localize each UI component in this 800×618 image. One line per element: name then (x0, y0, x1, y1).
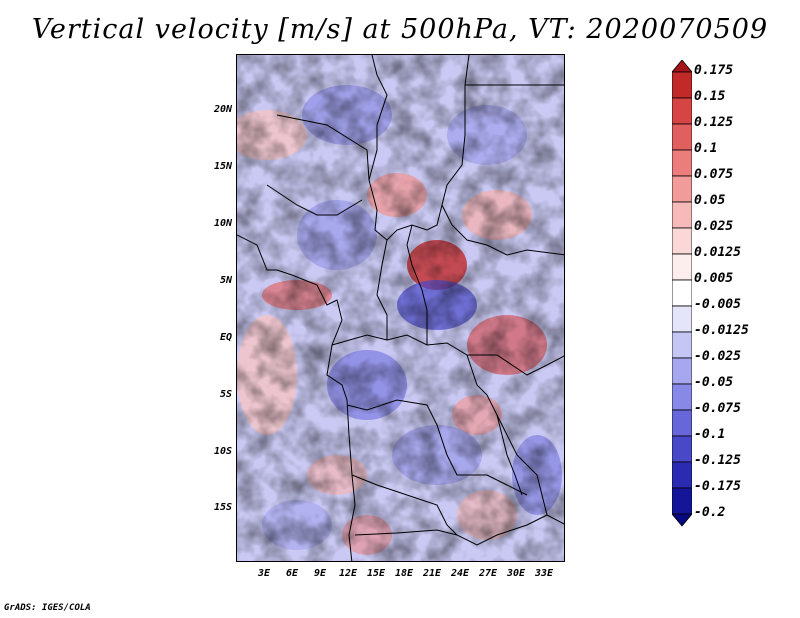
colorbar-segment (672, 123, 692, 151)
colorbar-tick-label: -0.005 (694, 297, 741, 312)
lat-tick-label: 5S (219, 389, 232, 400)
lon-tick-label: 12E (338, 568, 358, 579)
colorbar-tick-label: 0.075 (694, 167, 734, 182)
colorbar-segment (672, 331, 692, 359)
velocity-field (237, 55, 564, 561)
colorbar-tick-label: 0.15 (694, 89, 726, 104)
map-plot-area (236, 54, 565, 562)
chart-title: Vertical velocity [m/s] at 500hPa, VT: 2… (31, 14, 769, 45)
colorbar-tick-label: -0.075 (694, 401, 741, 416)
colorbar-segment (672, 435, 692, 463)
lon-tick-label: 33E (534, 568, 554, 579)
lon-tick-label: 9E (313, 568, 327, 579)
lat-tick-label: 15S (213, 502, 232, 513)
colorbar-segment (672, 97, 692, 125)
colorbar-tick-label: -0.1 (694, 427, 726, 442)
colorbar-tick-label: -0.025 (694, 349, 741, 364)
colorbar-tick-label: 0.005 (694, 271, 734, 286)
colorbar-segment (672, 227, 692, 255)
colorbar-segment (672, 149, 692, 177)
lon-tick-label: 30E (506, 568, 526, 579)
colorbar-segment (672, 409, 692, 437)
colorbar-tick-label: 0.025 (694, 219, 734, 234)
lon-tick-label: 21E (422, 568, 442, 579)
lon-tick-label: 6E (285, 568, 299, 579)
colorbar-segment (672, 279, 692, 307)
grads-credit: GrADS: IGES/COLA (4, 603, 91, 613)
colorbar-tick-label: 0.175 (694, 63, 734, 78)
colorbar-tick-label: 0.05 (694, 193, 726, 208)
colorbar-segment (672, 383, 692, 411)
colorbar-segment (672, 487, 692, 515)
colorbar-segment (672, 357, 692, 385)
colorbar-segment (672, 461, 692, 489)
colorbar-tick-label: -0.05 (694, 375, 734, 390)
lat-tick-label: EQ (219, 332, 232, 343)
lat-tick-label: 10N (213, 218, 232, 229)
colorbar-tick-label: 0.1 (694, 141, 718, 156)
colorbar-tick-label: -0.0125 (694, 323, 749, 338)
colorbar-segment (672, 175, 692, 203)
country-borders (237, 55, 564, 561)
lon-tick-label: 27E (478, 568, 498, 579)
colorbar-tick-label: -0.125 (694, 453, 741, 468)
lat-tick-label: 15N (213, 161, 232, 172)
colorbar-tick-label: 0.0125 (694, 245, 741, 260)
colorbar (672, 60, 692, 527)
colorbar-bottom-arrow (672, 513, 692, 527)
lon-tick-label: 18E (394, 568, 414, 579)
colorbar-tick-label: -0.175 (694, 479, 741, 494)
lon-tick-label: 24E (450, 568, 470, 579)
lon-tick-label: 15E (366, 568, 386, 579)
colorbar-top-arrow (672, 60, 692, 73)
colorbar-segment (672, 305, 692, 333)
lon-tick-label: 3E (257, 568, 271, 579)
lat-tick-label: 10S (213, 446, 232, 457)
colorbar-segment (672, 71, 692, 99)
colorbar-tick-label: -0.2 (694, 505, 726, 520)
colorbar-segment (672, 253, 692, 281)
colorbar-segment (672, 201, 692, 229)
lat-tick-label: 20N (213, 104, 232, 115)
lat-tick-label: 5N (219, 275, 232, 286)
colorbar-tick-label: 0.125 (694, 115, 734, 130)
